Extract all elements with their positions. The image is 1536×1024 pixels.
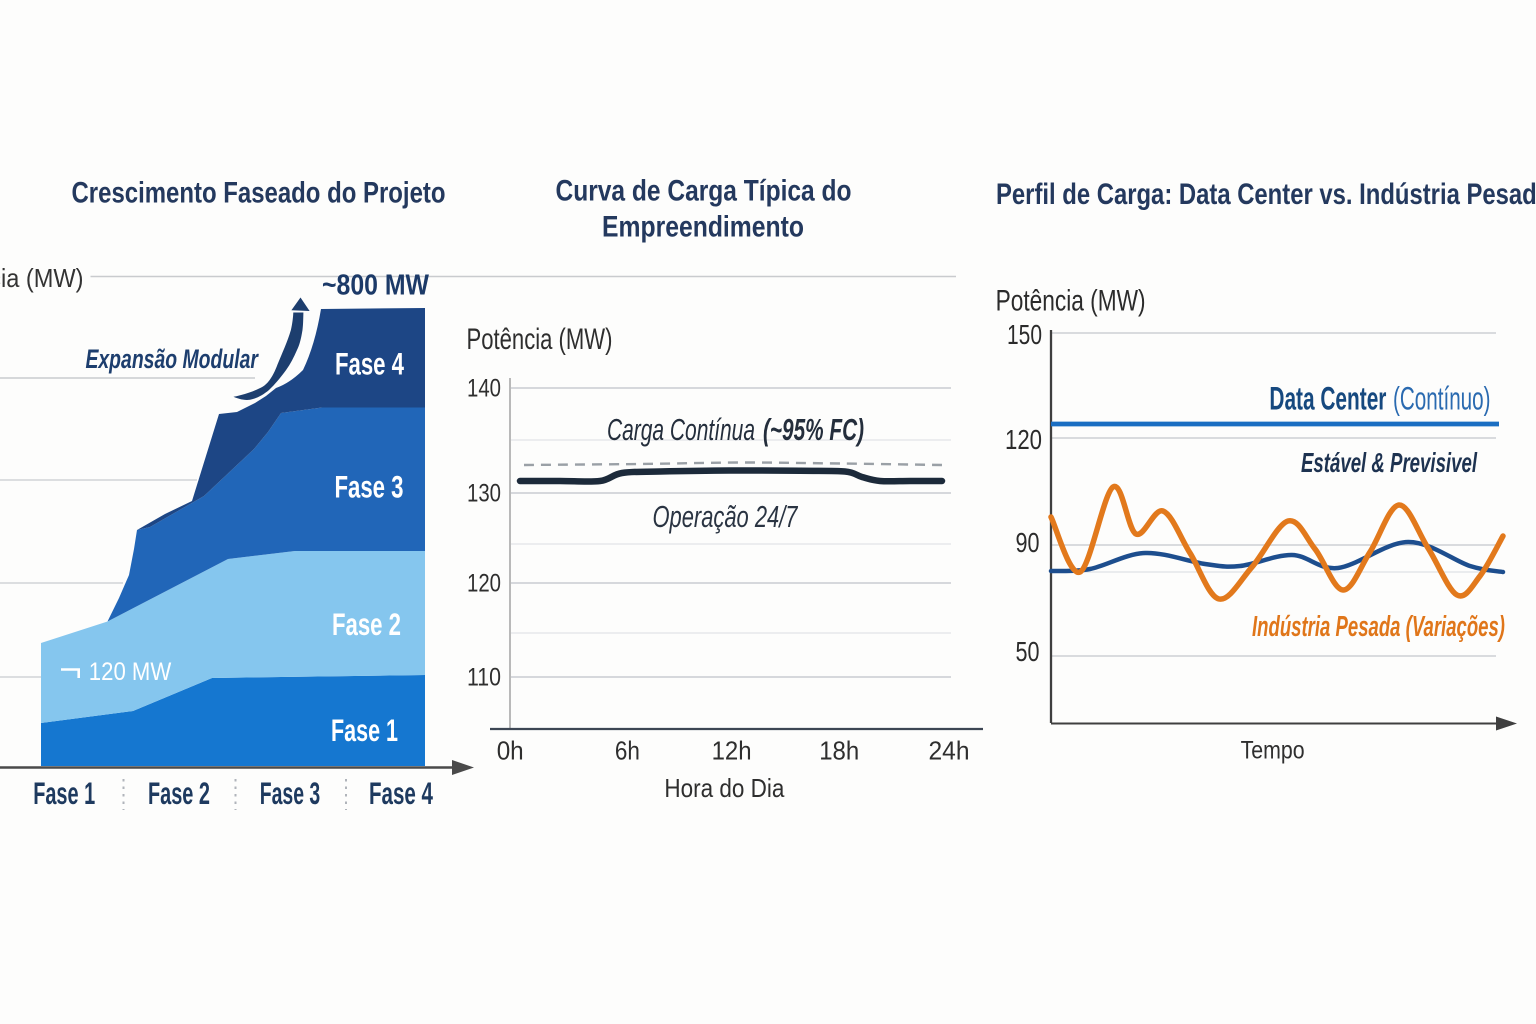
svg-text:0h: 0h xyxy=(497,735,524,765)
svg-text:Potência (MW): Potência (MW) xyxy=(996,285,1146,318)
svg-text:Fase 1: Fase 1 xyxy=(33,775,95,811)
svg-text:Empreendimento: Empreendimento xyxy=(602,211,804,244)
svg-text:120: 120 xyxy=(1005,424,1042,455)
svg-text:140: 140 xyxy=(467,375,501,403)
svg-text:Potência (MW): Potência (MW) xyxy=(467,323,613,356)
svg-text:Fase 2: Fase 2 xyxy=(332,606,401,642)
svg-text:Operação 24/7: Operação 24/7 xyxy=(653,499,799,534)
svg-text:Fase 2: Fase 2 xyxy=(148,775,210,811)
svg-text:Fase 4: Fase 4 xyxy=(369,775,433,811)
svg-text:18h: 18h xyxy=(819,735,859,765)
svg-text:(~95% FC): (~95% FC) xyxy=(763,412,864,447)
svg-text:120: 120 xyxy=(467,570,501,598)
svg-text:Hora do Dia: Hora do Dia xyxy=(664,773,784,803)
svg-text:Data Center: Data Center xyxy=(1269,381,1386,417)
svg-text:~800 MW: ~800 MW xyxy=(322,270,430,302)
svg-text:Fase 4: Fase 4 xyxy=(335,346,404,382)
svg-text:150: 150 xyxy=(1007,319,1042,350)
svg-text:Potência (MW): Potência (MW) xyxy=(0,263,84,293)
svg-text:Perfil de Carga: Data Center v: Perfil de Carga: Data Center vs. Indústr… xyxy=(996,178,1536,211)
svg-text:Carga Contínua: Carga Contínua xyxy=(607,412,755,447)
svg-text:Curva de Carga Típica do: Curva de Carga Típica do xyxy=(556,175,852,208)
svg-text:Fase 1: Fase 1 xyxy=(331,712,398,748)
svg-text:Crescimento Faseado do Projeto: Crescimento Faseado do Projeto xyxy=(72,177,446,210)
svg-text:12h: 12h xyxy=(712,735,752,765)
svg-text:(Contínuo): (Contínuo) xyxy=(1393,381,1491,417)
svg-text:110: 110 xyxy=(467,664,501,692)
svg-text:Expansão Modular: Expansão Modular xyxy=(85,344,259,374)
svg-text:Fase 3: Fase 3 xyxy=(260,775,321,811)
svg-text:Estável & Previsivel: Estável & Previsivel xyxy=(1301,447,1478,478)
svg-text:130: 130 xyxy=(467,480,501,508)
svg-text:Tempo: Tempo xyxy=(1241,737,1305,765)
svg-text:Indústria Pesada (Variações): Indústria Pesada (Variações) xyxy=(1252,611,1505,643)
svg-text:24h: 24h xyxy=(929,735,970,765)
svg-text:6h: 6h xyxy=(615,735,640,765)
svg-text:120 MW: 120 MW xyxy=(89,658,172,686)
svg-text:50: 50 xyxy=(1016,636,1040,667)
svg-text:90: 90 xyxy=(1016,527,1040,558)
svg-text:Fase 3: Fase 3 xyxy=(335,469,404,505)
